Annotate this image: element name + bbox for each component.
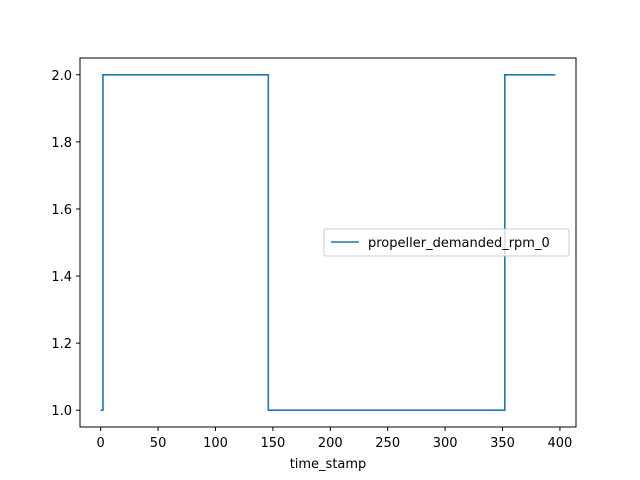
y-tick-label: 1.4 (51, 270, 72, 285)
y-tick-label: 1.6 (51, 203, 72, 218)
series-line (100, 73, 556, 412)
x-tick-label: 400 (548, 436, 573, 451)
x-tick-label: 250 (375, 436, 400, 451)
y-tick-label: 1.0 (51, 404, 72, 419)
x-tick-label: 0 (97, 436, 105, 451)
x-tick-label: 100 (203, 436, 228, 451)
legend-label: propeller_demanded_rpm_0 (368, 236, 550, 251)
x-tick-label: 200 (318, 436, 343, 451)
y-tick-label: 2.0 (51, 69, 72, 84)
x-tick-label: 150 (260, 436, 285, 451)
x-axis-label: time_stamp (290, 457, 367, 472)
x-tick-label: 300 (433, 436, 458, 451)
y-axis: 1.0 1.2 1.4 1.6 1.8 2.0 (51, 69, 80, 419)
x-axis: 0 50 100 150 200 250 300 350 400 (97, 427, 573, 451)
plot-frame (79, 57, 577, 428)
y-tick-label: 1.2 (51, 337, 72, 352)
legend-box (323, 228, 570, 257)
x-tick-label: 50 (150, 436, 167, 451)
y-tick-label: 1.8 (51, 136, 72, 151)
legend: propeller_demanded_rpm_0 (323, 228, 570, 257)
x-tick-label: 350 (490, 436, 515, 451)
series-layer (100, 73, 556, 412)
